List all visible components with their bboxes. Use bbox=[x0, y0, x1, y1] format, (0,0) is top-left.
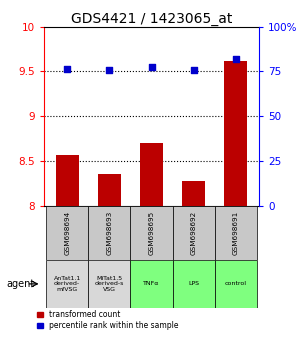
Bar bbox=[215, 260, 257, 308]
Bar bbox=[130, 260, 173, 308]
Bar bbox=[88, 260, 130, 308]
Point bbox=[233, 56, 238, 62]
Point bbox=[149, 64, 154, 70]
Legend: transformed count, percentile rank within the sample: transformed count, percentile rank withi… bbox=[37, 310, 179, 330]
Point bbox=[191, 68, 196, 73]
Bar bbox=[55, 155, 79, 206]
Point bbox=[107, 67, 112, 72]
Point bbox=[65, 66, 70, 72]
Text: GSM698694: GSM698694 bbox=[64, 211, 70, 255]
Bar bbox=[224, 61, 248, 206]
Text: AnTat1.1
derived-
mfVSG: AnTat1.1 derived- mfVSG bbox=[54, 276, 81, 292]
Text: TNFα: TNFα bbox=[143, 281, 160, 286]
Bar bbox=[173, 260, 215, 308]
Text: LPS: LPS bbox=[188, 281, 199, 286]
Bar bbox=[140, 143, 163, 206]
Text: agent: agent bbox=[7, 279, 35, 289]
Bar bbox=[46, 206, 88, 260]
Bar bbox=[182, 181, 205, 206]
Bar bbox=[215, 206, 257, 260]
Text: GSM698691: GSM698691 bbox=[233, 211, 239, 255]
Text: GSM698695: GSM698695 bbox=[148, 211, 155, 255]
Text: GSM698692: GSM698692 bbox=[191, 211, 197, 255]
Title: GDS4421 / 1423065_at: GDS4421 / 1423065_at bbox=[71, 12, 232, 25]
Text: control: control bbox=[225, 281, 247, 286]
Bar bbox=[46, 260, 88, 308]
Text: MiTat1.5
derived-s
VSG: MiTat1.5 derived-s VSG bbox=[95, 276, 124, 292]
Bar bbox=[88, 206, 130, 260]
Bar bbox=[130, 206, 173, 260]
Text: GSM698693: GSM698693 bbox=[106, 211, 112, 255]
Bar bbox=[173, 206, 215, 260]
Bar bbox=[98, 174, 121, 206]
